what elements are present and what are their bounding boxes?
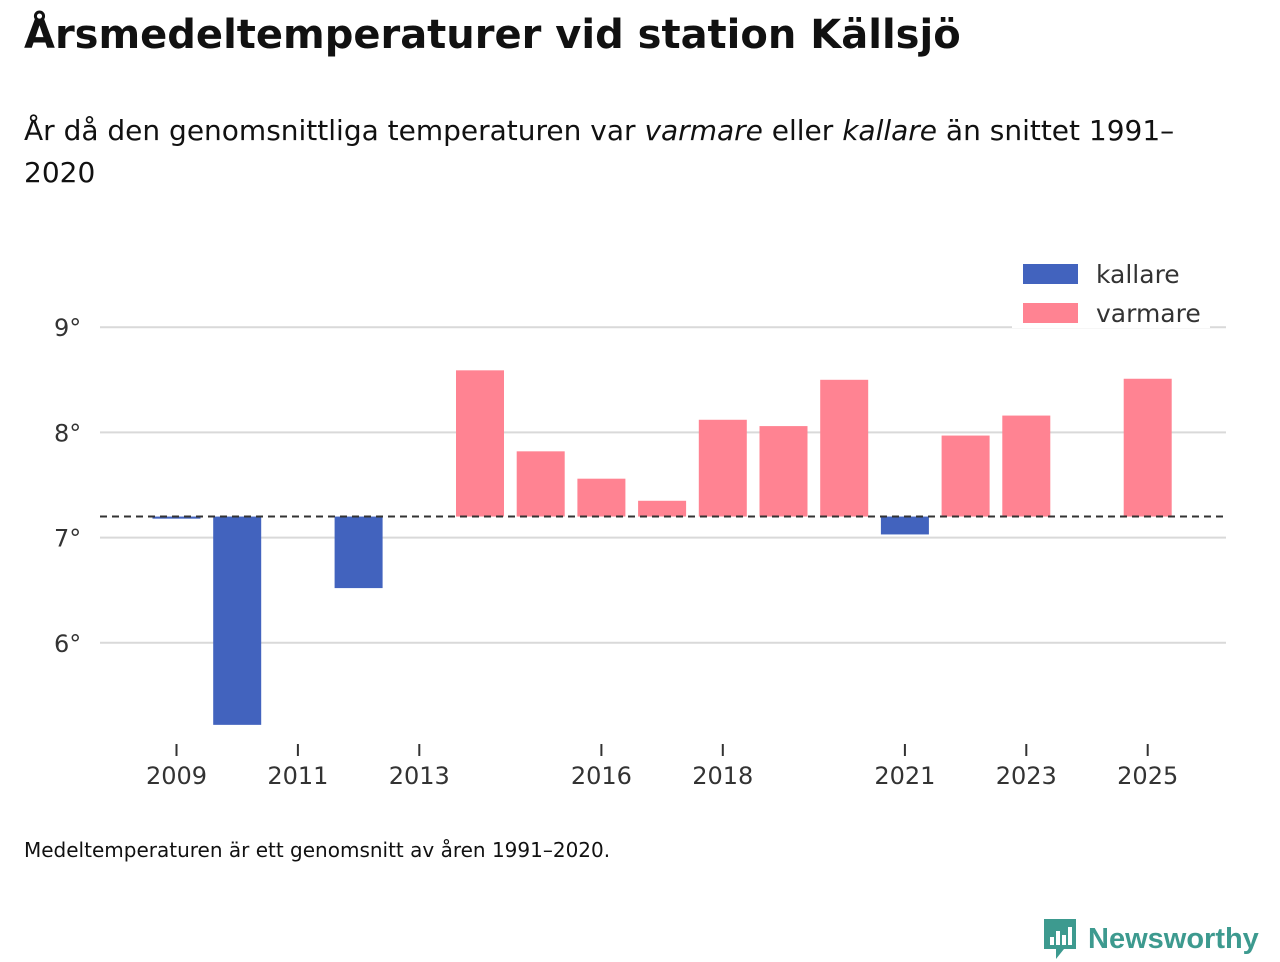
newsworthy-logo-icon bbox=[1044, 919, 1076, 959]
bar-2022 bbox=[941, 435, 990, 517]
legend-label-kallare: kallare bbox=[1096, 260, 1180, 289]
x-axis: 2009 2011 2013 2016 2018 2021 2023 2025 bbox=[146, 744, 1178, 790]
bar-2012 bbox=[334, 516, 383, 589]
y-tick-label: 7° bbox=[54, 525, 81, 553]
legend-label-varmare: varmare bbox=[1096, 299, 1201, 328]
y-tick-label: 6° bbox=[54, 630, 81, 658]
x-tick-label: 2013 bbox=[389, 762, 450, 790]
bar-2023 bbox=[1002, 415, 1051, 517]
x-tick-label: 2021 bbox=[874, 762, 935, 790]
x-tick-label: 2009 bbox=[146, 762, 207, 790]
bar-2025 bbox=[1123, 378, 1172, 517]
bar-2010 bbox=[213, 516, 262, 725]
y-tick-label: 9° bbox=[54, 314, 81, 342]
footnote: Medeltemperaturen är ett genomsnitt av å… bbox=[24, 838, 611, 862]
chart-title: Årsmedeltemperaturer vid station Källsjö bbox=[24, 12, 961, 58]
brand-logo[interactable]: Newsworthy bbox=[1042, 916, 1259, 962]
legend: kallare varmare bbox=[1012, 252, 1210, 328]
grid-lines bbox=[100, 326, 1226, 644]
bar-2009 bbox=[152, 516, 201, 519]
bar-2020 bbox=[820, 379, 869, 517]
bars bbox=[152, 370, 1172, 725]
subtitle-warmer-word: varmare bbox=[644, 114, 763, 147]
x-tick-label: 2025 bbox=[1117, 762, 1178, 790]
x-tick-label: 2023 bbox=[996, 762, 1057, 790]
y-tick-label: 8° bbox=[54, 419, 81, 447]
brand-name: Newsworthy bbox=[1088, 922, 1259, 955]
subtitle-part-1: År då den genomsnittliga temperaturen va… bbox=[24, 114, 645, 147]
subtitle-part-2: eller bbox=[762, 114, 843, 147]
bar-2021 bbox=[880, 516, 929, 535]
bar-2014 bbox=[456, 370, 504, 517]
x-tick-label: 2016 bbox=[571, 762, 632, 790]
subtitle-part-3: än snittet 1991–2020 bbox=[24, 114, 1175, 189]
chart-subtitle: År då den genomsnittliga temperaturen va… bbox=[24, 110, 1224, 194]
bar-2018 bbox=[698, 419, 747, 517]
legend-swatch-kallare bbox=[1023, 264, 1078, 284]
x-tick-label: 2011 bbox=[267, 762, 328, 790]
y-axis: 6° 7° 8° 9° bbox=[54, 314, 81, 658]
x-tick-label: 2018 bbox=[692, 762, 753, 790]
bar-2017 bbox=[638, 500, 687, 517]
legend-swatch-varmare bbox=[1023, 303, 1078, 323]
subtitle-colder-word: kallare bbox=[842, 114, 938, 147]
bar-2015 bbox=[516, 451, 565, 517]
bar-2016 bbox=[577, 478, 626, 517]
bar-chart: 6° 7° 8° 9° 2009 2011 2013 2016 2018 2021 2023 202… bbox=[54, 252, 1226, 790]
bar-2019 bbox=[759, 426, 808, 517]
